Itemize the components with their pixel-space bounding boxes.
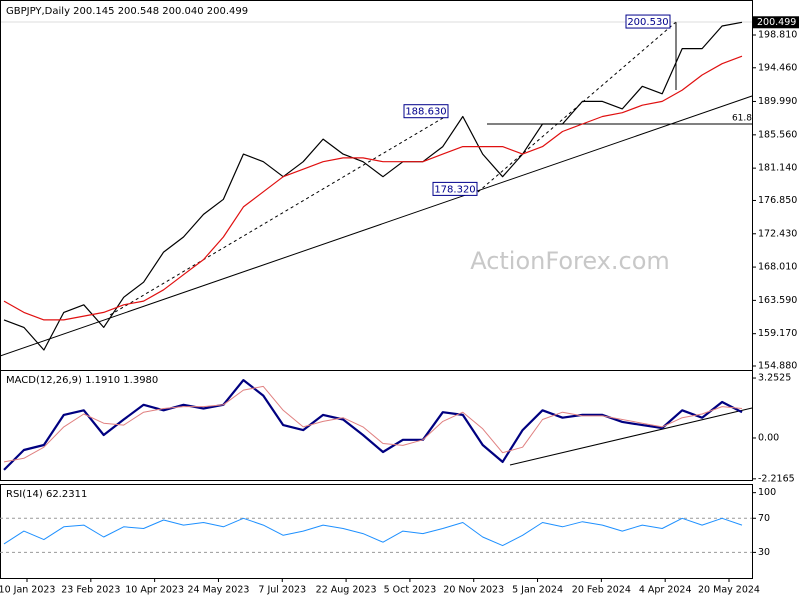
y-tick-label: -2.2165 [758, 473, 795, 484]
x-tick-label: 7 Jul 2023 [258, 585, 306, 596]
y-tick-label: 100 [758, 487, 776, 498]
fib-label: 61.8 [732, 114, 752, 124]
x-tick-label: 20 Feb 2024 [572, 585, 631, 596]
y-tick-label: 159.170 [758, 328, 797, 339]
panel-title: MACD(12,26,9) 1.1910 1.3980 [6, 375, 158, 386]
x-tick-label: 23 Feb 2023 [61, 585, 120, 596]
y-tick-label: 176.850 [758, 195, 797, 206]
x-tick-label: 5 Jan 2024 [512, 585, 563, 596]
x-tick-label: 24 May 2023 [187, 585, 249, 596]
series-line [3, 385, 743, 463]
y-tick-label: 168.010 [758, 262, 797, 273]
panel-frame [0, 484, 753, 579]
panel-frame [0, 370, 753, 481]
trend-line [0, 95, 753, 357]
y-tick-label: 30 [758, 547, 770, 558]
dashed-line [477, 21, 677, 193]
annotation-box [432, 181, 478, 196]
x-tick-label: 4 Apr 2024 [639, 585, 692, 596]
series-line [3, 517, 743, 547]
x-tick-label: 20 Nov 2023 [443, 585, 504, 596]
x-tick-label: 10 Apr 2023 [125, 585, 184, 596]
series-line [3, 55, 743, 321]
price-tag [753, 16, 799, 29]
y-tick-label: 163.590 [758, 295, 797, 306]
y-tick-label: 198.810 [758, 30, 797, 41]
series-line [3, 21, 743, 351]
y-tick-label: 3.2525 [758, 373, 791, 384]
chart-title: GBPJPY,Daily 200.145 200.548 200.040 200… [6, 6, 248, 17]
y-tick-label: 194.460 [758, 62, 797, 73]
y-tick-label: 154.880 [758, 361, 797, 372]
x-tick-label: 20 May 2024 [698, 585, 760, 596]
macd-trend-line [509, 407, 753, 466]
y-tick-label: 172.430 [758, 228, 797, 239]
watermark: ActionForex.com [470, 247, 670, 275]
y-tick-label: 189.990 [758, 96, 797, 107]
y-tick-label: 0.00 [758, 432, 779, 443]
annotation-box [403, 104, 449, 119]
x-tick-label: 22 Aug 2023 [316, 585, 377, 596]
y-tick-label: 70 [758, 513, 770, 524]
y-tick-label: 185.560 [758, 129, 797, 140]
series-line [3, 379, 743, 471]
y-tick-label: 181.140 [758, 163, 797, 174]
price-tag-label: 200.499 [757, 17, 796, 28]
annotation-label: 188.630 [405, 107, 446, 118]
annotation-box [625, 14, 671, 29]
x-tick-label: 5 Oct 2023 [384, 585, 437, 596]
panel-title: RSI(14) 62.2311 [6, 489, 87, 500]
annotation-label: 200.530 [627, 17, 668, 28]
x-tick-label: 10 Jan 2023 [0, 585, 55, 596]
annotation-label: 178.320 [434, 184, 475, 195]
